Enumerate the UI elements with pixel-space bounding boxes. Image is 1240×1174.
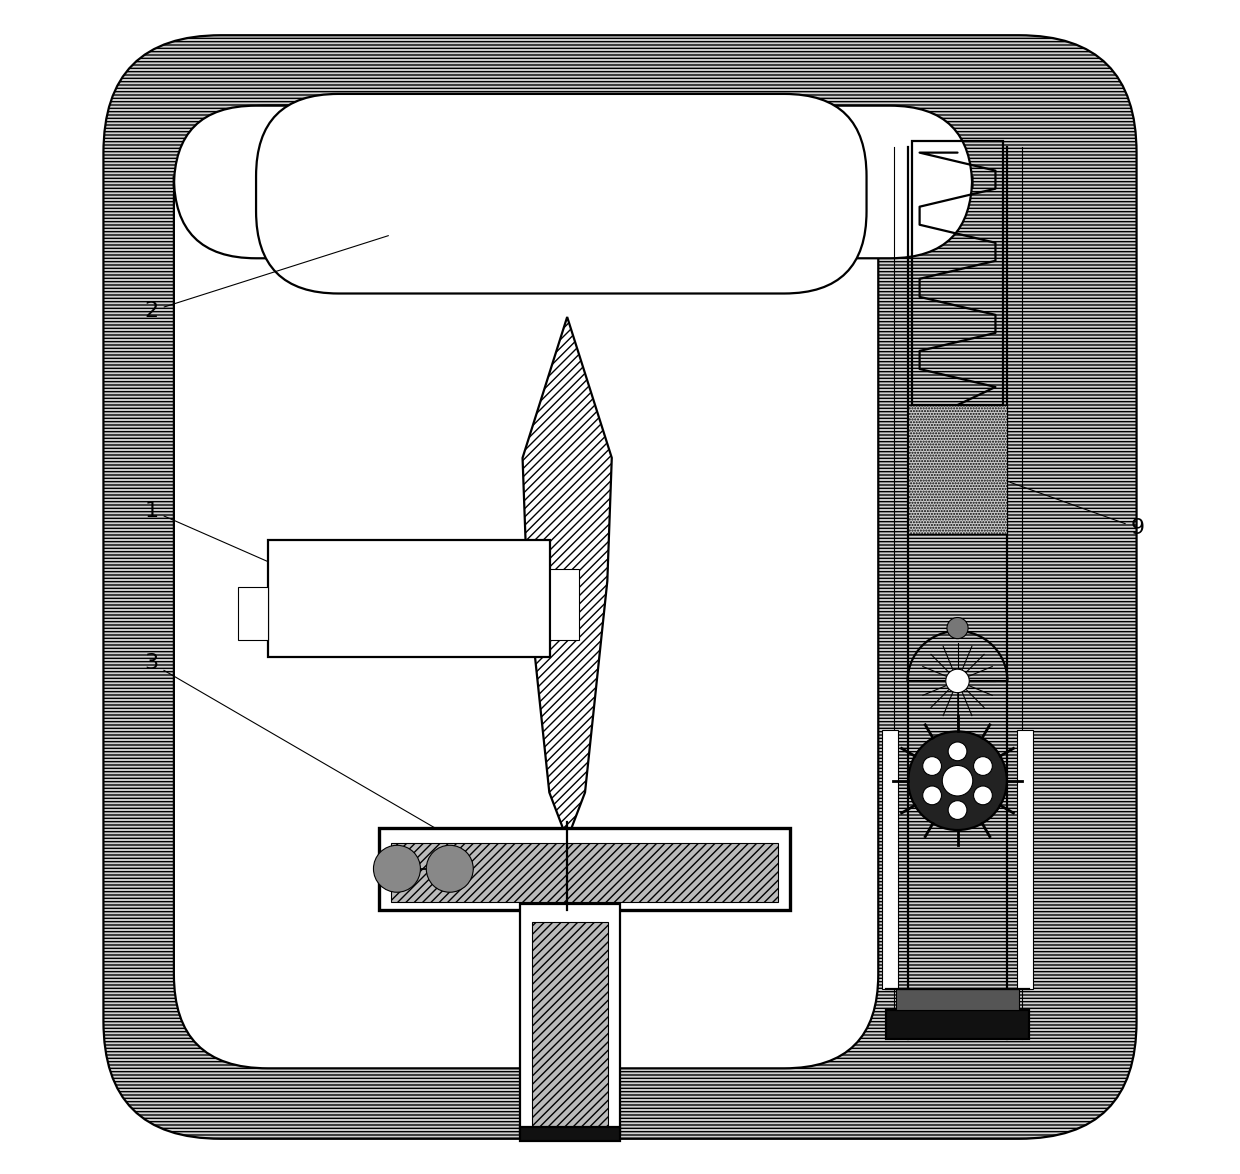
Circle shape [973, 787, 992, 805]
Circle shape [908, 731, 1007, 830]
Bar [895, 989, 1019, 1010]
Bar [521, 1127, 620, 1141]
Bar [238, 587, 268, 640]
Circle shape [949, 801, 967, 819]
Bar [1017, 730, 1033, 989]
Circle shape [923, 787, 941, 805]
Bar [908, 405, 1007, 534]
Text: 1: 1 [145, 500, 377, 609]
Bar [549, 569, 579, 640]
Bar [521, 904, 620, 1133]
Bar [379, 828, 790, 910]
FancyBboxPatch shape [103, 35, 1137, 1139]
Polygon shape [522, 317, 611, 839]
Text: 3: 3 [145, 653, 482, 856]
Circle shape [947, 618, 968, 639]
Circle shape [942, 765, 973, 796]
FancyBboxPatch shape [174, 106, 972, 258]
Circle shape [949, 742, 967, 761]
Circle shape [946, 669, 970, 693]
Bar [532, 922, 609, 1127]
FancyBboxPatch shape [174, 106, 878, 1068]
Circle shape [373, 845, 420, 892]
Text: 9: 9 [1011, 483, 1145, 538]
Bar [268, 540, 549, 657]
Bar [882, 730, 898, 989]
Circle shape [973, 757, 992, 776]
Circle shape [923, 757, 941, 776]
Bar [887, 1010, 1028, 1039]
Text: 2: 2 [145, 236, 388, 321]
Bar [913, 141, 1003, 405]
Circle shape [427, 845, 474, 892]
Bar [391, 843, 779, 902]
FancyBboxPatch shape [257, 94, 867, 294]
